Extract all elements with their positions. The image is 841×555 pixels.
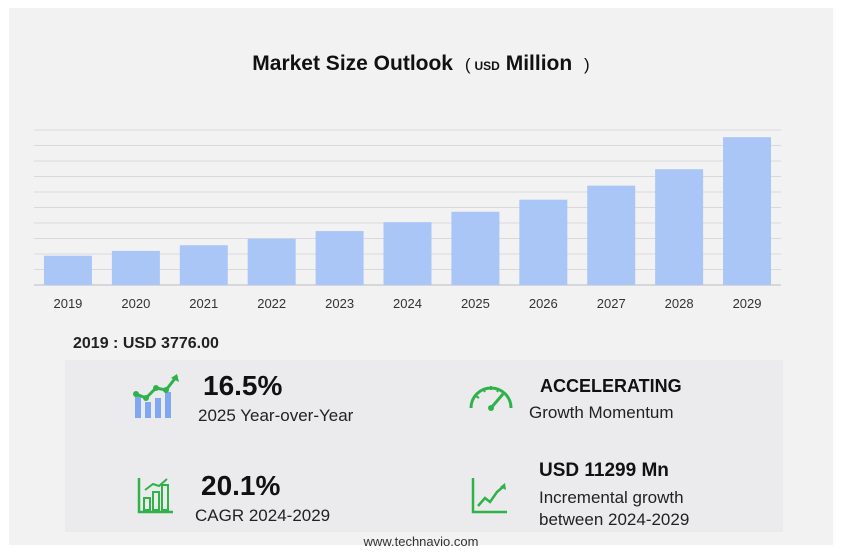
base-year-value: 2019 : USD 3776.00: [73, 335, 219, 352]
stats-panel: 16.5% 2025 Year-over-Year ACCELERATING G…: [65, 360, 783, 532]
incremental-label-line2: between 2024-2029: [539, 510, 690, 529]
bar-2027: [587, 185, 636, 285]
source-footer: www.technavio.com: [363, 534, 479, 549]
x-tick-label: 2028: [665, 296, 694, 311]
chart-title-text: Market Size Outlook: [252, 52, 453, 75]
growth-chart-icon: [133, 374, 179, 418]
bar-2019: [43, 255, 92, 285]
x-tick-label: 2020: [121, 296, 150, 311]
x-tick-label: 2029: [733, 296, 762, 311]
unit-label: Million: [505, 52, 573, 75]
bar-2020: [111, 250, 160, 285]
x-tick-label: 2019: [53, 296, 82, 311]
cagr-value: 20.1%: [201, 470, 281, 501]
x-tick-label: 2022: [257, 296, 286, 311]
chart-card: Market Size Outlook (USD Million ) 2019 2…: [9, 8, 833, 549]
title-close-paren: ): [584, 55, 590, 74]
x-tick-label: 2025: [461, 296, 490, 311]
bar-2028: [655, 169, 704, 285]
bar-chart-icon: [137, 478, 173, 514]
bar-2025: [451, 211, 500, 285]
chart-title: Market Size Outlook (USD Million ): [9, 52, 833, 76]
bar-chart: 2019 2020 2021 2022 2023 2024 2025 2026 2027 2028…: [34, 129, 781, 311]
x-tick-label: 2026: [529, 296, 558, 311]
title-open-paren: (: [464, 55, 471, 74]
bar-2022: [247, 238, 296, 285]
momentum-value: ACCELERATING: [540, 376, 682, 396]
incremental-label-line1: Incremental growth: [539, 488, 684, 507]
unit-prefix: USD: [474, 59, 500, 73]
x-tick-label: 2021: [189, 296, 218, 311]
bar-2023: [315, 231, 364, 285]
speedometer-icon: [469, 386, 513, 411]
x-tick-label: 2023: [325, 296, 354, 311]
x-tick-label: 2024: [393, 296, 422, 311]
yoy-label: 2025 Year-over-Year: [198, 406, 354, 425]
bar-2021: [179, 245, 228, 285]
incremental-value: USD 11299 Mn: [539, 460, 669, 481]
bar-2029: [723, 137, 772, 285]
line-chart-icon: [471, 478, 507, 514]
momentum-label: Growth Momentum: [529, 403, 674, 422]
cagr-label: CAGR 2024-2029: [195, 506, 331, 525]
yoy-value: 16.5%: [203, 370, 283, 401]
x-tick-label: 2027: [597, 296, 626, 311]
bar-2024: [383, 222, 432, 285]
bar-2026: [519, 199, 568, 285]
